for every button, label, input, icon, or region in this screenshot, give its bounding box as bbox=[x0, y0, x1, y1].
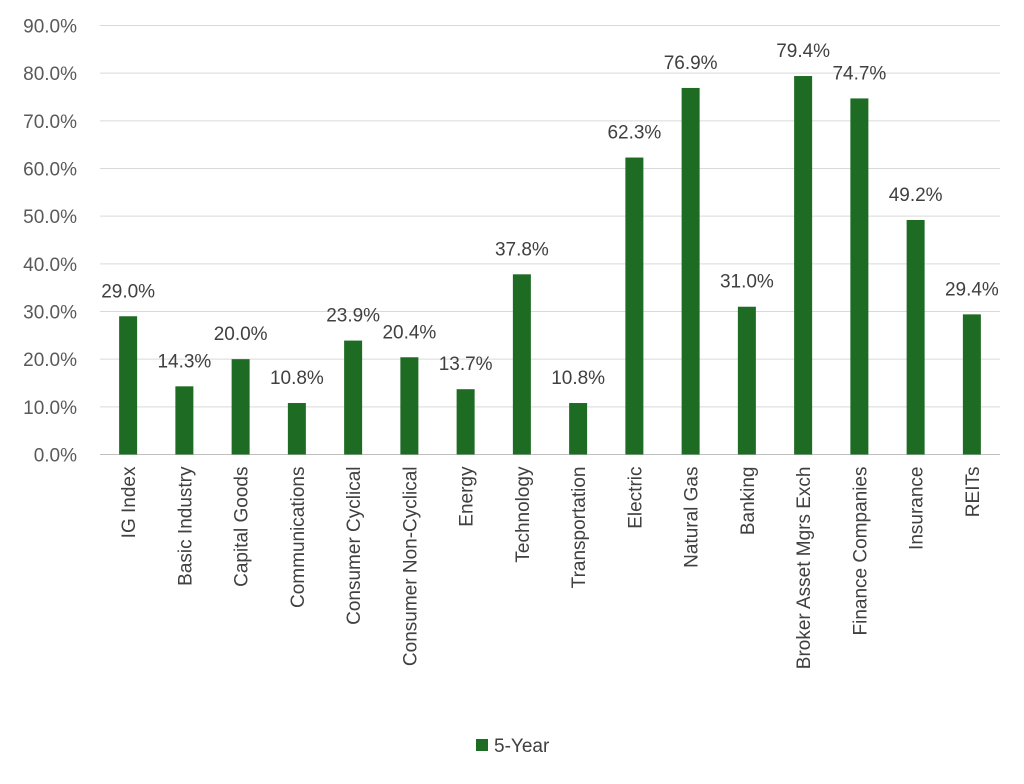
bar bbox=[231, 359, 250, 455]
data-label: 10.8% bbox=[551, 368, 605, 389]
category-label: IG Index bbox=[119, 466, 140, 538]
legend-label: 5-Year bbox=[494, 736, 550, 757]
data-label: 20.4% bbox=[382, 322, 436, 343]
data-label: 13.7% bbox=[439, 354, 493, 375]
data-label: 37.8% bbox=[495, 239, 549, 260]
category-label: Banking bbox=[738, 467, 759, 536]
y-tick-label: 40.0% bbox=[23, 255, 77, 276]
data-label: 62.3% bbox=[607, 123, 661, 144]
category-label: Capital Goods bbox=[232, 467, 253, 587]
bar bbox=[906, 219, 925, 455]
category-label: Communications bbox=[288, 467, 309, 609]
category-label: Technology bbox=[513, 466, 534, 563]
category-label: Natural Gas bbox=[682, 467, 703, 568]
bar bbox=[681, 87, 700, 455]
category-label: Transportation bbox=[569, 467, 590, 589]
legend: 5-Year bbox=[476, 736, 550, 757]
bar bbox=[737, 306, 756, 455]
bar bbox=[456, 389, 475, 455]
y-tick-label: 70.0% bbox=[23, 112, 77, 133]
bar bbox=[119, 316, 138, 455]
y-tick-label: 60.0% bbox=[23, 160, 77, 181]
data-label: 74.7% bbox=[832, 63, 886, 84]
category-label: Consumer Non-Cyclical bbox=[400, 467, 421, 667]
x-axis-category-labels: IG Index Basic Industry Capital Goods Commu… bbox=[119, 466, 984, 669]
bar bbox=[287, 403, 306, 455]
y-tick-label: 90.0% bbox=[23, 17, 77, 38]
data-label: 31.0% bbox=[720, 272, 774, 293]
bar bbox=[794, 76, 813, 455]
gridlines bbox=[100, 25, 1000, 455]
bar bbox=[850, 98, 869, 455]
y-tick-label: 10.0% bbox=[23, 398, 77, 419]
bar bbox=[175, 386, 194, 455]
data-label: 23.9% bbox=[326, 306, 380, 327]
category-label: Broker Asset Mgrs Exch bbox=[794, 467, 815, 670]
category-label: Basic Industry bbox=[175, 466, 196, 586]
data-label: 29.0% bbox=[101, 281, 155, 302]
bar bbox=[569, 403, 588, 455]
y-tick-label: 0.0% bbox=[34, 446, 77, 467]
bar bbox=[625, 157, 644, 455]
category-label: Energy bbox=[457, 466, 478, 527]
bar bbox=[512, 274, 531, 455]
data-label: 14.3% bbox=[157, 351, 211, 372]
category-label: REITs bbox=[963, 467, 984, 518]
y-tick-label: 30.0% bbox=[23, 303, 77, 324]
y-axis-tick-labels: 0.0% 10.0% 20.0% 30.0% 40.0% 50.0% 60.0% 70.0% 8… bbox=[23, 17, 77, 467]
data-label: 20.0% bbox=[214, 324, 268, 345]
bar bbox=[962, 314, 981, 455]
data-label: 79.4% bbox=[776, 41, 830, 62]
y-tick-label: 80.0% bbox=[23, 64, 77, 85]
data-labels: 29.0% 14.3%20.0% 10.8% 23.9%20.4%13.7% 37.8%… bbox=[101, 41, 999, 389]
bars bbox=[119, 76, 981, 455]
legend-swatch bbox=[476, 739, 488, 751]
category-label: Finance Companies bbox=[850, 467, 871, 636]
data-label: 49.2% bbox=[889, 185, 943, 206]
category-label: Electric bbox=[625, 467, 646, 529]
data-label: 10.8% bbox=[270, 368, 324, 389]
category-label: Consumer Cyclical bbox=[344, 467, 365, 625]
bar bbox=[400, 357, 419, 455]
y-tick-label: 20.0% bbox=[23, 350, 77, 371]
bar bbox=[344, 340, 363, 455]
data-label: 29.4% bbox=[945, 279, 999, 300]
y-tick-label: 50.0% bbox=[23, 207, 77, 228]
data-label: 76.9% bbox=[664, 53, 718, 74]
category-label: Insurance bbox=[907, 467, 928, 550]
